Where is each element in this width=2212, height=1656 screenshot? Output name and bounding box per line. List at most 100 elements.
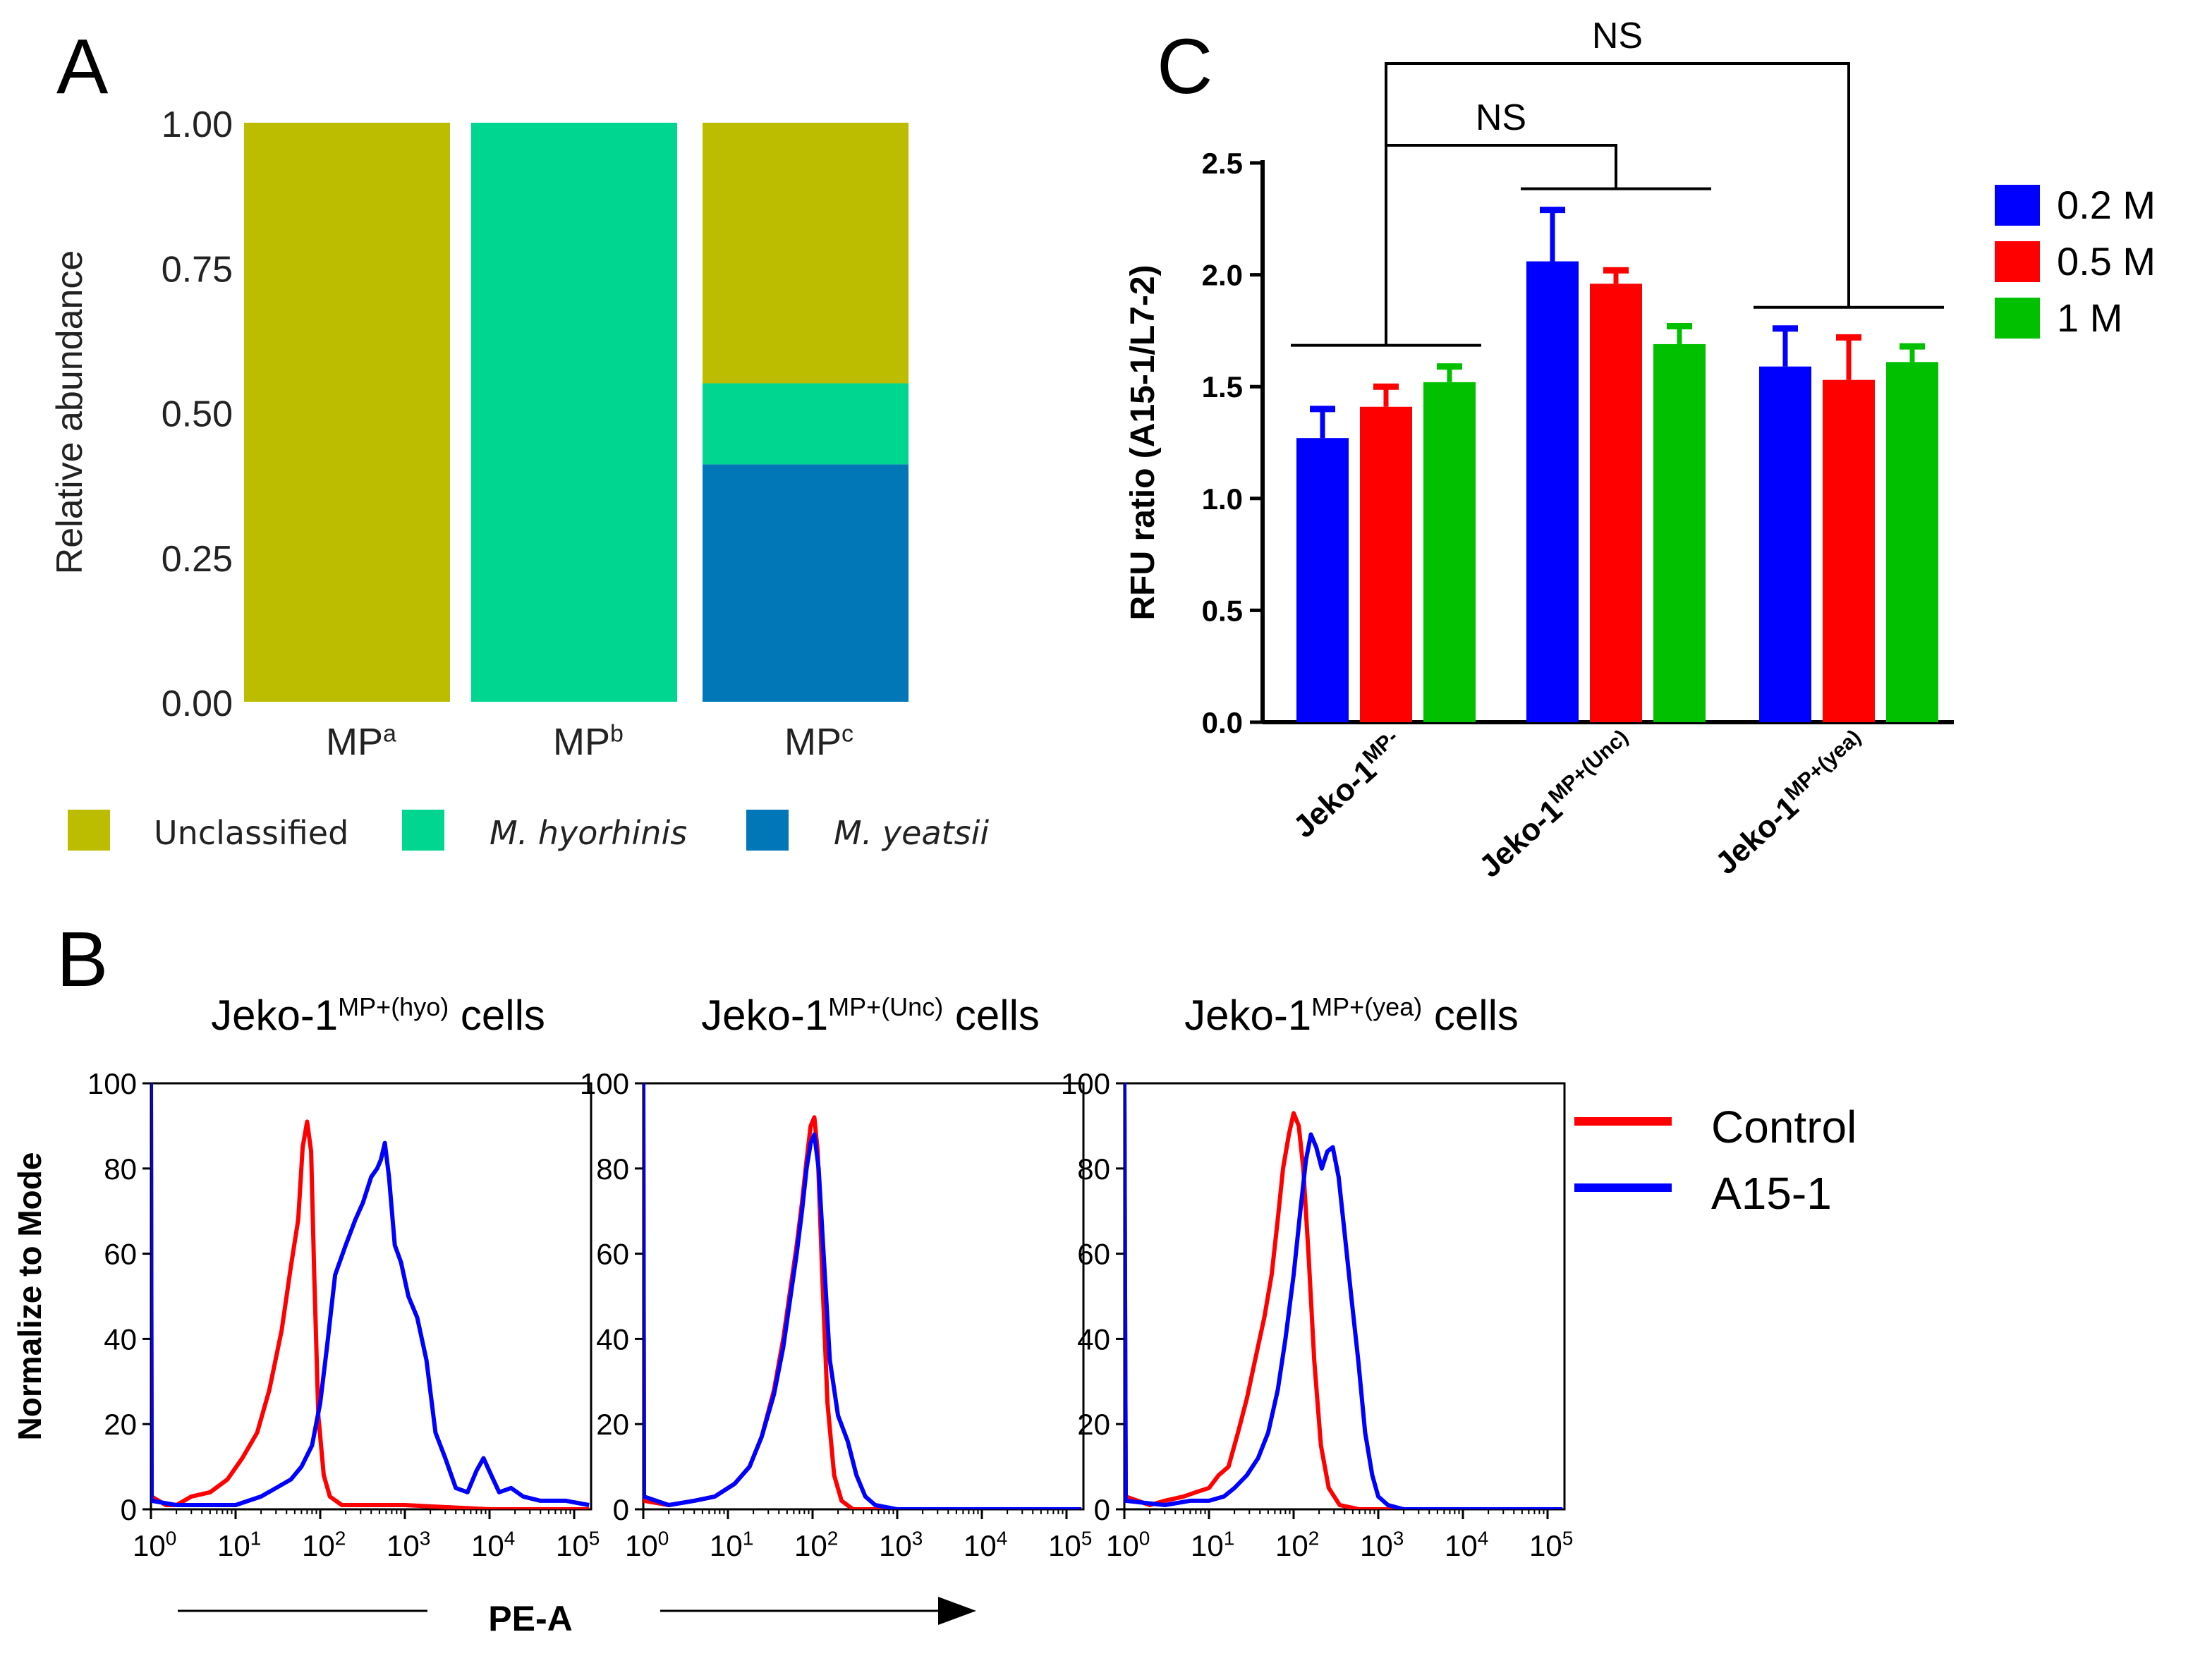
y-axis-label: Relative abundance — [49, 250, 90, 575]
legend-swatch — [402, 810, 444, 851]
legend-label: A15-1 — [1711, 1168, 1832, 1219]
y-axis-label: RFU ratio (A15-1/L7-2) — [1124, 264, 1162, 620]
legend-swatch — [1995, 241, 2040, 282]
x-tick-label: MPa — [326, 720, 396, 763]
significance-bracket — [1385, 144, 1617, 346]
significance-label: NS — [1476, 97, 1526, 138]
bar — [1823, 379, 1875, 722]
x-tick-label: 105 — [1048, 1528, 1092, 1562]
legend-label: 0.5 M — [2057, 239, 2156, 284]
y-tick-label: 60 — [1077, 1238, 1110, 1271]
y-tick-label: 0 — [121, 1493, 137, 1526]
legend-swatch — [1995, 185, 2040, 226]
panel-letter-c: C — [1157, 23, 1213, 110]
x-tick-label: 100 — [625, 1528, 669, 1562]
y-tick-label: 1.0 — [1202, 482, 1243, 516]
panel-letter-b: B — [56, 916, 108, 1003]
y-tick-label: 60 — [104, 1238, 137, 1271]
subplot-title: Jeko-1MP+(yea) cells — [1184, 992, 1519, 1039]
legend-label: 1 M — [2057, 296, 2122, 340]
legend-label: M. yeatsii — [834, 814, 989, 852]
significance-bracket — [1385, 62, 1850, 308]
y-tick-label: 20 — [1077, 1408, 1110, 1441]
subplot-title: Jeko-1MP+(Unc) cells — [701, 992, 1040, 1039]
stacked-bar-segment — [244, 123, 450, 702]
x-tick-label: 101 — [1191, 1528, 1234, 1562]
y-tick-label: 80 — [1077, 1152, 1110, 1186]
y-tick-label: 2.5 — [1202, 147, 1243, 180]
y-tick-label: 100 — [1061, 1067, 1110, 1100]
y-tick-label: 0.00 — [162, 683, 233, 724]
plot-frame — [150, 1082, 592, 1511]
x-tick-label: 105 — [1529, 1528, 1573, 1562]
subplot-title: Jeko-1MP+(hyo) cells — [211, 992, 545, 1039]
panel-b-histograms: 0 20 40 60 80 100 100 101 102 103 104 105 Jeko-1MP+(… — [11, 992, 1857, 1638]
bar — [1759, 366, 1811, 722]
x-axis-arrow-head — [938, 1597, 976, 1625]
y-tick-label: 100 — [580, 1067, 629, 1100]
x-tick-label: 101 — [710, 1528, 753, 1562]
stacked-bar-segment — [471, 123, 677, 702]
panel-letter-a: A — [56, 23, 109, 110]
x-tick-label: 101 — [217, 1528, 261, 1562]
x-tick-label: Jeko-1MP- — [1285, 725, 1412, 844]
x-tick-label: 105 — [556, 1528, 600, 1562]
legend-label: M. hyorhinis — [490, 814, 687, 852]
histogram-curve — [643, 1083, 1082, 1509]
x-tick-label: 104 — [1445, 1528, 1488, 1562]
x-tick-label: 104 — [964, 1528, 1007, 1562]
y-tick-label: 80 — [104, 1152, 137, 1186]
bar — [1360, 406, 1412, 722]
histogram-curve — [151, 1083, 590, 1509]
x-tick-label: 100 — [133, 1528, 176, 1562]
stacked-bar-segment — [703, 464, 909, 702]
histogram-curve — [151, 1083, 590, 1507]
bar — [1590, 284, 1642, 723]
x-tick-label: 103 — [879, 1528, 923, 1562]
bar — [1423, 382, 1476, 722]
y-tick-label: 20 — [104, 1408, 137, 1441]
y-tick-label: 0.75 — [162, 249, 233, 290]
x-tick-label: 103 — [387, 1528, 430, 1562]
x-tick-label: 102 — [302, 1528, 346, 1562]
y-tick-label: 0 — [613, 1493, 629, 1526]
y-axis-label: Normalize to Mode — [11, 1152, 48, 1441]
legend-swatch — [1995, 298, 2040, 339]
histogram-curve — [1124, 1083, 1563, 1509]
x-tick-label: MPb — [553, 720, 624, 763]
legend-swatch — [746, 810, 789, 851]
y-tick-label: 0.5 — [1202, 594, 1243, 627]
y-tick-label: 2.0 — [1202, 259, 1243, 292]
stacked-bar-segment — [703, 123, 909, 384]
y-tick-label: 0.50 — [162, 394, 233, 435]
x-tick-label: 102 — [794, 1528, 838, 1562]
x-tick-label: 103 — [1360, 1528, 1404, 1562]
histogram-curve — [643, 1083, 1082, 1509]
histogram-curve — [1124, 1083, 1563, 1509]
bar — [1296, 438, 1349, 722]
plot-frame — [642, 1082, 1085, 1511]
y-tick-label: 1.5 — [1202, 370, 1243, 403]
panel-c-grouped-bar-chart: 0.0 0.5 1.0 1.5 2.0 2.5 RFU ratio (A15-1/L7-2)… — [1124, 16, 2156, 884]
x-tick-label: 100 — [1106, 1528, 1150, 1562]
legend-label: Control — [1711, 1102, 1857, 1152]
y-tick-label: 40 — [596, 1322, 629, 1356]
x-tick-label: 104 — [471, 1528, 515, 1562]
significance-label: NS — [1592, 16, 1643, 56]
y-tick-label: 60 — [596, 1238, 629, 1271]
stacked-bar-segment — [703, 383, 909, 465]
legend-swatch — [68, 810, 110, 851]
x-tick-label: Jeko-1MP+(Unc) — [1471, 725, 1642, 884]
y-tick-label: 0 — [1094, 1493, 1110, 1526]
legend-label: 0.2 M — [2057, 183, 2156, 227]
legend-label: Unclassified — [154, 814, 348, 852]
x-axis-label: PE-A — [488, 1599, 572, 1638]
y-tick-label: 0.0 — [1202, 706, 1243, 739]
y-tick-label: 40 — [104, 1322, 137, 1356]
bar — [1886, 362, 1938, 722]
y-tick-label: 80 — [596, 1152, 629, 1186]
y-tick-label: 40 — [1077, 1322, 1110, 1356]
y-tick-label: 100 — [87, 1067, 137, 1100]
y-tick-label: 0.25 — [162, 539, 233, 580]
x-tick-label: 102 — [1275, 1528, 1319, 1562]
